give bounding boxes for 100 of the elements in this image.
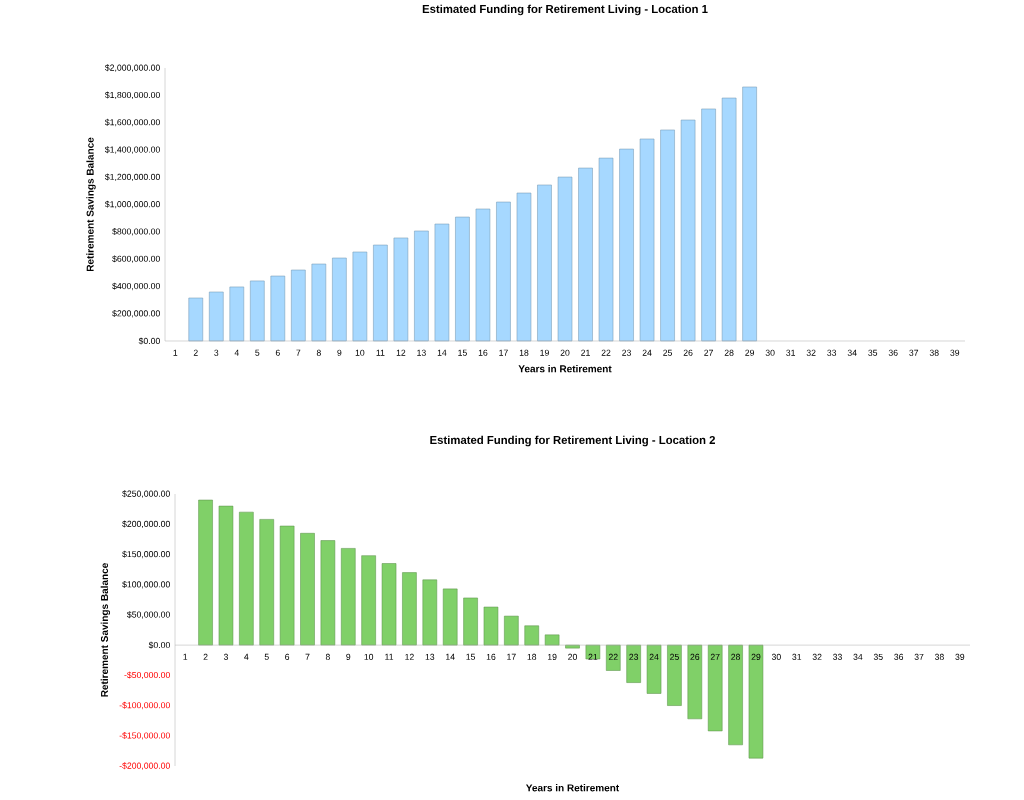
bar [707,644,723,732]
x-tick-label: 31 [792,653,802,660]
x-tick-label: 21 [588,653,598,660]
x-tick-label: 31 [786,349,796,356]
x-tick-label: 19 [547,653,557,660]
x-axis-title: Years in Retirement [518,365,612,373]
x-tick-label: 15 [466,653,476,660]
y-tick-label: $250,000.00 [122,490,170,498]
y-tick-label: $0.00 [148,641,170,649]
bar [626,644,641,683]
bar [667,644,682,706]
y-tick-label: $1,400,000.00 [104,146,160,154]
bar [218,505,234,646]
x-tick-label: 28 [731,653,741,660]
x-tick-label: 11 [385,653,394,660]
bar [598,157,614,342]
y-tick-label: $400,000.00 [112,282,160,291]
x-tick-label: 13 [417,349,426,356]
y-tick-label: -$50,000.00 [124,671,170,680]
x-tick-label: 18 [519,349,529,356]
x-tick-label: 27 [710,653,720,660]
x-tick-label: 23 [629,653,639,660]
y-tick-label: $2,000,000.00 [104,64,160,72]
x-tick-label: 32 [812,653,822,660]
y-axis-title: Retirement Savings Balance [100,563,111,697]
bar [209,291,224,342]
bar [646,644,662,694]
y-tick-label: $200,000.00 [112,309,160,318]
bar [544,634,560,646]
x-tick-label: 38 [929,349,939,356]
x-tick-label: 20 [560,349,570,356]
y-tick-label: $0.00 [138,337,160,345]
x-tick-label: 24 [649,653,659,660]
x-tick-label: 28 [724,349,734,356]
chart-title: Estimated Funding for Retirement Living - Location 1 [422,4,708,16]
x-tick-label: 36 [894,653,904,660]
bar [291,269,306,342]
x-tick-label: 9 [337,349,342,356]
x-tick-label: 10 [364,653,374,660]
bar [496,201,511,342]
x-tick-label: 14 [437,349,447,356]
y-tick-label: $100,000.00 [122,580,170,589]
bar [361,555,376,646]
x-tick-label: 1 [183,653,188,660]
bar [198,499,213,646]
bar [687,644,703,720]
x-tick-label: 16 [478,349,488,356]
y-tick-label: $600,000.00 [112,255,160,263]
bar [475,208,491,342]
x-tick-label: 17 [499,349,508,356]
x-tick-label: 34 [853,653,863,660]
y-tick-label: $50,000.00 [127,611,170,619]
bar [557,176,573,342]
x-tick-label: 10 [355,349,365,356]
x-tick-label: 12 [396,349,406,356]
bar [250,280,265,342]
x-tick-label: 38 [934,653,944,660]
bar [537,184,552,342]
bar [332,257,347,342]
bar [463,597,478,646]
x-tick-label: 5 [264,653,269,660]
x-tick-label: 2 [203,653,208,660]
x-tick-label: 13 [425,653,435,660]
x-tick-label: 17 [507,653,516,660]
x-tick-label: 9 [346,653,351,660]
chart-title: Estimated Funding for Retirement Living - Location 2 [430,435,715,447]
x-tick-label: 24 [642,349,652,356]
x-tick-label: 22 [608,653,618,660]
bar [585,644,601,660]
bar [239,511,254,646]
x-tick-label: 34 [847,349,857,356]
x-tick-label: 1 [173,349,178,356]
bar [381,563,397,646]
x-tick-label: 15 [458,349,467,356]
y-tick-label: $1,000,000.00 [104,200,160,209]
x-tick-label: 8 [325,653,330,660]
bar [373,244,388,342]
x-tick-label: 37 [914,653,924,660]
x-tick-label: 7 [305,653,310,660]
bar [619,148,634,342]
x-axis-title: Years in Retirement [525,784,620,792]
bar [455,216,470,342]
x-tick-label: 18 [527,653,537,660]
x-tick-label: 30 [771,653,781,660]
x-tick-label: 33 [827,349,837,356]
x-tick-label: 35 [873,653,883,660]
x-tick-label: 39 [955,653,965,660]
bar [504,615,519,646]
x-tick-label: 36 [888,349,898,356]
bar [311,263,327,342]
bar [442,588,458,646]
y-tick-label: $1,600,000.00 [104,118,160,127]
y-tick-label: -$150,000.00 [119,732,170,740]
bar [728,644,743,746]
x-tick-label: 25 [663,349,673,356]
y-axis-title: Retirement Savings Balance [86,137,96,272]
x-tick-label: 3 [223,653,228,660]
y-tick-label: -$200,000.00 [119,762,170,770]
bar [188,297,204,342]
bar [414,230,429,342]
